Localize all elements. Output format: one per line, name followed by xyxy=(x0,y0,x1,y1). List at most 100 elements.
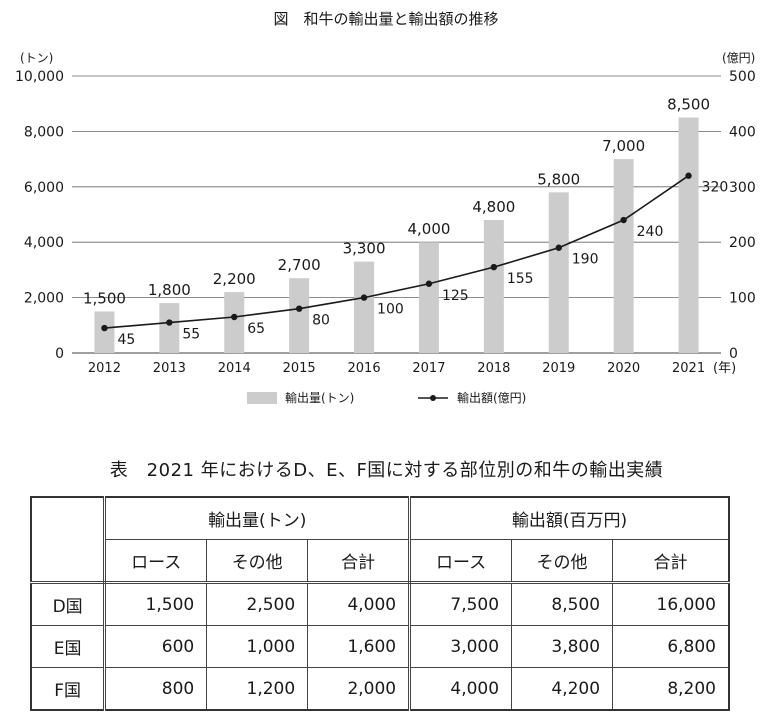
table-cell: 800 xyxy=(104,667,208,711)
line-value-label: 155 xyxy=(507,271,534,287)
table-cell: 8,200 xyxy=(612,667,730,711)
subheader-volume-other: その他 xyxy=(206,539,309,584)
line-point xyxy=(555,244,562,251)
legend-bar-label: 輸出量(トン) xyxy=(285,390,354,405)
line-point xyxy=(490,263,498,271)
table-cell: 600 xyxy=(104,625,208,668)
subheader-value-other: その他 xyxy=(511,539,614,584)
line-point xyxy=(295,305,303,312)
table-cell: 3,000 xyxy=(409,625,513,668)
line-point xyxy=(620,216,627,224)
y-right-tick-label: 300 xyxy=(729,180,756,196)
x-tick-label: 2013 xyxy=(153,361,186,376)
table-title: 表 2021 年におけるD、E、F国に対する部位別の和牛の輸出実績 xyxy=(109,460,664,481)
x-unit: (年) xyxy=(713,361,736,376)
bar-value-label: 1,800 xyxy=(148,281,191,299)
row-header: F国 xyxy=(30,667,107,711)
line-value-label: 320 xyxy=(702,180,729,196)
table-cell: 4,000 xyxy=(307,582,412,626)
line-value-label: 125 xyxy=(442,288,469,304)
subheader-value-total: 合計 xyxy=(612,539,730,584)
line-value-label: 80 xyxy=(312,313,330,329)
table-row: F国 800 1,200 2,000 4,000 4,200 8,200 xyxy=(30,667,730,711)
y-left-tick-label: 0 xyxy=(55,346,64,362)
line-point xyxy=(425,280,433,287)
subheader-value-loin: ロース xyxy=(409,539,513,584)
table-cell: 3,800 xyxy=(511,625,614,668)
bar-value-label: 2,200 xyxy=(213,270,256,288)
subheader-volume-total: 合計 xyxy=(307,539,412,584)
bar-value-label: 5,800 xyxy=(537,170,580,188)
line-value-label: 55 xyxy=(182,327,200,343)
bar xyxy=(354,261,375,353)
table-cell: 16,000 xyxy=(612,582,730,626)
group-header-value: 輸出額(百万円) xyxy=(409,496,730,540)
table-group-header-row: 輸出量(トン) 輸出額(百万円) xyxy=(30,496,730,584)
table-cell: 1,600 xyxy=(307,625,412,668)
row-header: D国 xyxy=(30,582,107,626)
bar-value-label: 4,800 xyxy=(472,198,515,216)
table-cell: 4,200 xyxy=(511,667,614,711)
y-left-tick-label: 6,000 xyxy=(24,180,64,196)
table-subheader-row: ロース その他 合計 ロース その他 合計 xyxy=(31,539,730,584)
line-value-label: 45 xyxy=(117,332,135,348)
y-right-tick-label: 100 xyxy=(729,291,756,307)
x-tick-label: 2016 xyxy=(348,361,381,376)
bar xyxy=(678,117,699,353)
line-point xyxy=(360,294,368,301)
bar-value-label: 4,000 xyxy=(407,220,450,238)
y-left-tick-label: 4,000 xyxy=(24,235,64,251)
table-cell: 7,500 xyxy=(409,582,513,626)
subheader-volume-loin: ロース xyxy=(104,539,208,584)
table-cell: 2,000 xyxy=(307,667,412,711)
table-corner-cell xyxy=(30,496,107,584)
bar-value-label: 3,300 xyxy=(343,240,386,258)
x-tick-label: 2014 xyxy=(218,361,251,376)
line-point xyxy=(231,313,238,321)
table-cell: 4,000 xyxy=(409,667,513,711)
table-row: D国 1,500 2,500 4,000 7,500 8,500 16,000 xyxy=(30,582,730,626)
table-row: E国 600 1,000 1,600 3,000 3,800 6,800 xyxy=(30,625,730,668)
bar xyxy=(94,311,115,353)
line-value-label: 100 xyxy=(377,302,404,318)
y-left-tick-label: 10,000 xyxy=(15,69,64,85)
bar xyxy=(548,192,569,353)
x-tick-label: 2021 xyxy=(672,361,705,376)
bar xyxy=(613,159,634,353)
table-cell: 2,500 xyxy=(206,582,309,626)
y-left-tick-label: 2,000 xyxy=(24,291,64,307)
legend-bar-swatch xyxy=(247,392,277,404)
table-cell: 1,000 xyxy=(206,625,309,668)
line-series xyxy=(104,175,690,329)
bar xyxy=(418,242,439,353)
line-point xyxy=(166,319,173,326)
x-tick-label: 2017 xyxy=(412,361,445,376)
y-left-tick-label: 8,000 xyxy=(24,124,64,140)
row-header: E国 xyxy=(30,625,107,668)
line-value-label: 240 xyxy=(637,224,664,240)
bar-value-label: 1,500 xyxy=(83,289,126,307)
x-tick-label: 2015 xyxy=(283,361,316,376)
bar-value-label: 2,700 xyxy=(278,256,321,274)
y-right-tick-label: 0 xyxy=(729,346,738,362)
table-cell: 1,500 xyxy=(104,582,208,626)
table-cell: 8,500 xyxy=(511,582,614,626)
x-tick-label: 2019 xyxy=(542,361,575,376)
bar xyxy=(159,303,180,353)
line-point xyxy=(101,324,108,332)
chart-title: 図 和牛の輸出量と輸出額の推移 xyxy=(273,10,498,28)
bar xyxy=(289,278,310,353)
bar xyxy=(224,292,245,353)
line-value-label: 190 xyxy=(572,252,599,268)
x-tick-label: 2012 xyxy=(88,361,121,376)
table-cell: 6,800 xyxy=(612,625,730,668)
x-tick-label: 2018 xyxy=(477,361,510,376)
bar-value-label: 7,000 xyxy=(602,137,645,155)
line-point xyxy=(685,172,692,179)
y-right-tick-label: 400 xyxy=(729,124,756,140)
bar xyxy=(483,220,504,353)
legend-line-marker xyxy=(430,395,436,401)
table-cell: 1,200 xyxy=(206,667,309,711)
y-left-unit: (トン) xyxy=(20,51,53,65)
line-value-label: 65 xyxy=(247,321,265,337)
